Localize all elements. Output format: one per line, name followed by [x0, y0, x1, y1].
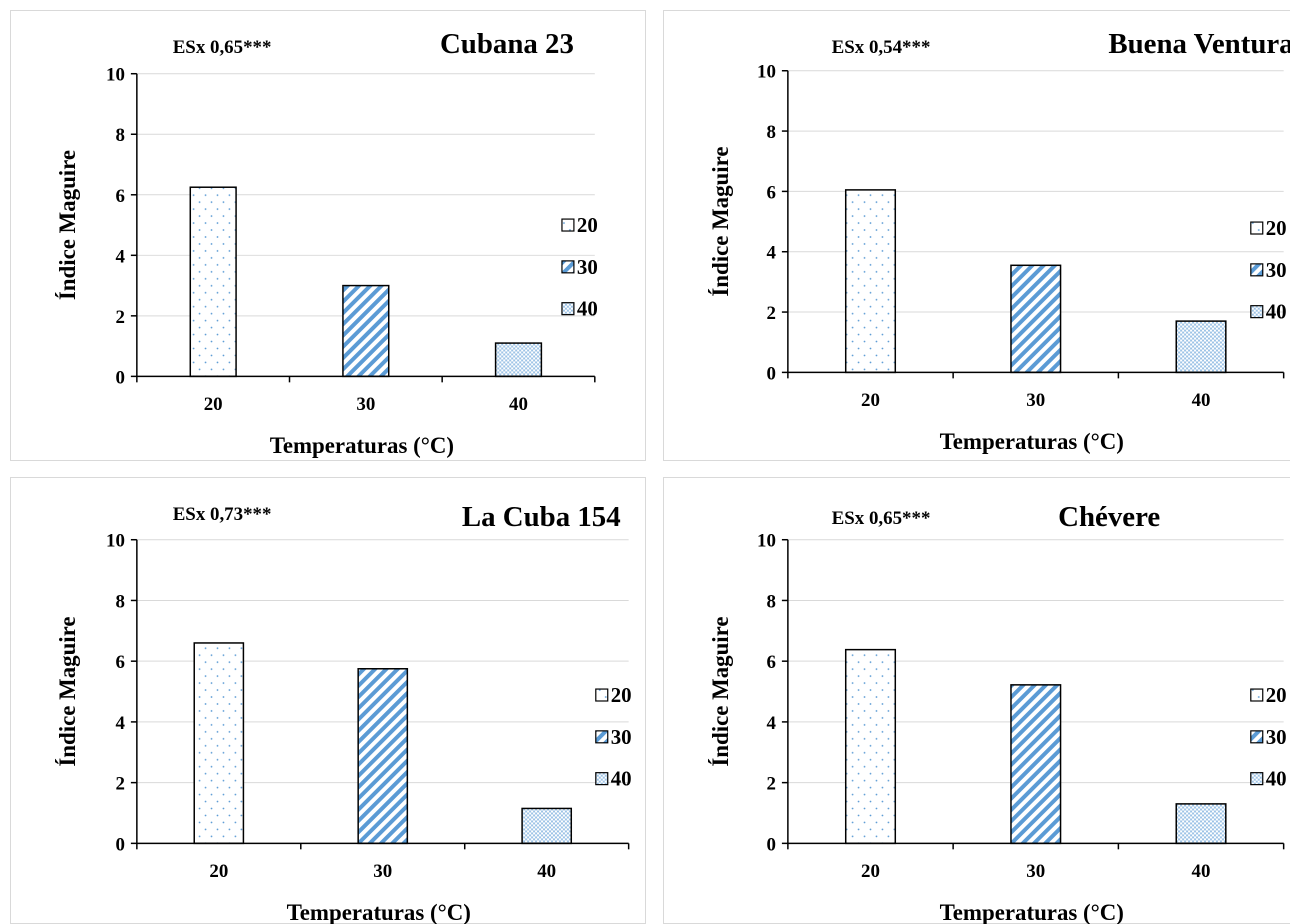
bar-40: [1175, 803, 1227, 845]
y-tick-label: 6: [766, 182, 775, 203]
x-tick-label: 40: [1192, 861, 1211, 882]
es-annotation: ESx 0,65***: [832, 508, 931, 529]
chart-title: La Cuba 154: [462, 501, 621, 533]
bar-40: [1175, 320, 1227, 374]
legend-label: 30: [1266, 258, 1287, 282]
x-tick-label: 30: [1026, 390, 1045, 411]
legend-label: 40: [1266, 767, 1287, 791]
y-tick-label: 8: [115, 125, 124, 146]
bar-30: [1010, 684, 1062, 845]
y-tick-label: 10: [757, 62, 776, 83]
y-tick-label: 6: [766, 652, 775, 673]
chart-panel-chevere: 0 2 4 6 8 10 20 30 40 Temperaturas (°C) Índice Mag…: [663, 477, 1290, 924]
x-tick-label: 20: [861, 390, 880, 411]
x-tick-label: 40: [1192, 390, 1211, 411]
legend-label: 40: [577, 297, 598, 321]
y-tick-label: 4: [115, 713, 125, 734]
legend-swatch: [1250, 305, 1264, 319]
legend-swatch: [595, 772, 609, 786]
y-tick-label: 0: [766, 834, 775, 855]
bar-20: [844, 189, 897, 374]
chart-title: Cubana 23: [440, 28, 574, 60]
legend-label: 40: [611, 767, 632, 791]
legend-swatch: [1250, 263, 1264, 277]
y-tick-label: 8: [115, 591, 124, 612]
y-tick-label: 0: [766, 363, 775, 384]
chart-title: Buena Ventura: [1108, 28, 1290, 60]
legend-label: 20: [1266, 683, 1287, 707]
chart-svg: 0 2 4 6 8 10 20 30 40 Temperaturas (°C) Índice Mag…: [55, 501, 632, 924]
x-tick-label: 40: [509, 394, 528, 415]
bar-30: [1010, 264, 1062, 374]
y-tick-label: 4: [115, 246, 125, 267]
chart-title: Chévere: [1058, 501, 1160, 533]
chart-svg: 0 2 4 6 8 10 20 30 40 Temperaturas (°C) Índice Mag…: [708, 501, 1287, 924]
y-axis-title: Índice Maguire: [708, 146, 733, 296]
chart-panel-buena-ventura: 0 2 4 6 8 10 20 30 40 Temperaturas (°C) Índice Mag…: [663, 10, 1290, 461]
legend-label: 30: [1266, 725, 1287, 749]
y-tick-label: 4: [766, 243, 776, 264]
legend-label: 20: [577, 213, 598, 237]
x-tick-label: 30: [373, 861, 392, 882]
legend-swatch: [561, 302, 575, 316]
legend-swatch: [561, 260, 575, 274]
legend-label: 20: [611, 683, 632, 707]
y-tick-label: 0: [115, 834, 124, 855]
legend-label: 30: [577, 255, 598, 279]
y-tick-label: 8: [766, 122, 775, 143]
y-tick-label: 2: [115, 774, 124, 795]
bar-20: [189, 186, 237, 378]
y-tick-label: 2: [766, 774, 775, 795]
y-tick-label: 8: [766, 591, 775, 612]
legend-swatch: [1250, 688, 1264, 702]
y-tick-label: 10: [106, 531, 125, 552]
y-tick-label: 0: [115, 367, 124, 388]
x-tick-label: 30: [356, 394, 375, 415]
y-tick-label: 2: [115, 307, 124, 328]
legend-swatch: [1250, 730, 1264, 744]
x-tick-label: 20: [204, 394, 223, 415]
x-axis-title: Temperaturas (°C): [287, 900, 471, 924]
bar-20: [193, 642, 245, 845]
es-annotation: ESx 0,65***: [173, 37, 272, 58]
chart-svg: 0 2 4 6 8 10 20 30 40 Temperaturas (°C) Índice Mag…: [55, 28, 598, 458]
legend-swatch: [595, 688, 609, 702]
x-tick-label: 20: [861, 861, 880, 882]
y-tick-label: 4: [766, 713, 776, 734]
legend-swatch: [1250, 772, 1264, 786]
bar-40: [494, 342, 543, 378]
chart-svg: 0 2 4 6 8 10 20 30 40 Temperaturas (°C) Índice Mag…: [708, 28, 1290, 454]
y-axis-title: Índice Maguire: [55, 616, 80, 766]
legend-label: 30: [611, 725, 632, 749]
y-tick-label: 2: [766, 303, 775, 324]
x-tick-label: 40: [537, 861, 556, 882]
legend-swatch: [595, 730, 609, 744]
chart-panel-la-cuba-154: 0 2 4 6 8 10 20 30 40 Temperaturas (°C) Índice Mag…: [10, 477, 646, 924]
x-tick-label: 20: [209, 861, 228, 882]
y-tick-label: 10: [106, 65, 125, 86]
legend-label: 40: [1266, 300, 1287, 324]
y-tick-label: 6: [115, 652, 124, 673]
y-axis-title: Índice Maguire: [708, 616, 733, 766]
bar-40: [521, 807, 573, 845]
y-axis-title: Índice Maguire: [55, 150, 80, 300]
bar-30: [357, 668, 409, 845]
y-tick-label: 6: [115, 186, 124, 207]
y-tick-label: 10: [757, 531, 776, 552]
bar-30: [342, 284, 390, 378]
legend-swatch: [1250, 221, 1264, 235]
es-annotation: ESx 0,73***: [173, 504, 272, 525]
x-axis-title: Temperaturas (°C): [270, 433, 454, 458]
x-axis-title: Temperaturas (°C): [940, 429, 1124, 454]
legend-label: 20: [1266, 216, 1287, 240]
es-annotation: ESx 0,54***: [832, 37, 931, 58]
legend-swatch: [561, 218, 575, 232]
chart-panel-cubana-23: 0 2 4 6 8 10 20 30 40 Temperaturas (°C) Índice Mag…: [10, 10, 646, 461]
x-axis-title: Temperaturas (°C): [940, 900, 1124, 924]
x-tick-label: 30: [1026, 861, 1045, 882]
bar-20: [844, 648, 897, 845]
